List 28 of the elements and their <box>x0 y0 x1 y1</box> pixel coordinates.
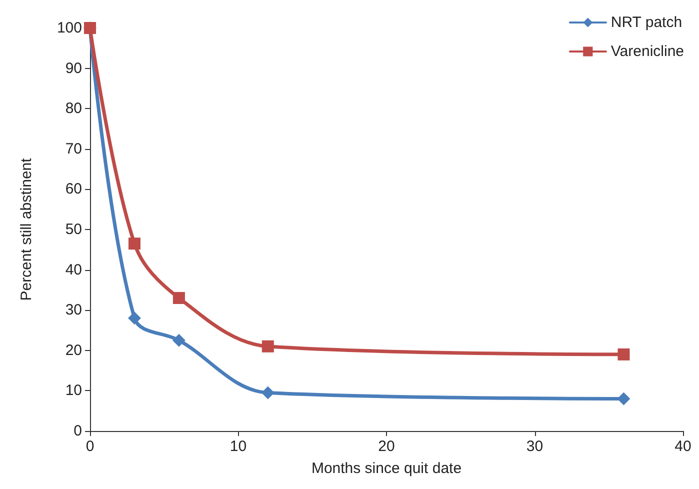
point <box>261 386 274 400</box>
point <box>617 392 630 406</box>
point <box>128 312 141 325</box>
x-tick-label: 30 <box>526 438 544 455</box>
y-tick-label: 90 <box>65 60 82 77</box>
y-tick-label: 70 <box>65 140 82 158</box>
x-axis-title: Months since quit date <box>311 460 462 477</box>
point <box>128 238 140 250</box>
y-tick-label: 80 <box>65 100 82 118</box>
x-tick-label: 20 <box>378 438 395 455</box>
point <box>618 348 630 360</box>
x-tick-label: 10 <box>230 438 247 455</box>
x-tick-label: 0 <box>86 438 94 455</box>
y-tick-label: 100 <box>56 20 82 36</box>
y-tick-label: 30 <box>65 302 82 319</box>
y-tick-label: 20 <box>65 342 82 359</box>
point <box>172 292 185 304</box>
y-tick-label: 50 <box>65 221 82 238</box>
y-tick-label: 0 <box>74 422 82 440</box>
y-tick-label: 60 <box>65 180 82 198</box>
y-axis-title: Percent still abstinent <box>18 157 35 301</box>
x-tick-label: 40 <box>674 438 692 455</box>
legend-label: NRT patch <box>610 14 682 31</box>
y-tick-label: 40 <box>65 261 82 278</box>
point <box>262 340 274 352</box>
point <box>172 334 186 347</box>
legend-label: Varenicline <box>610 43 684 60</box>
y-tick-label: 10 <box>65 382 82 400</box>
